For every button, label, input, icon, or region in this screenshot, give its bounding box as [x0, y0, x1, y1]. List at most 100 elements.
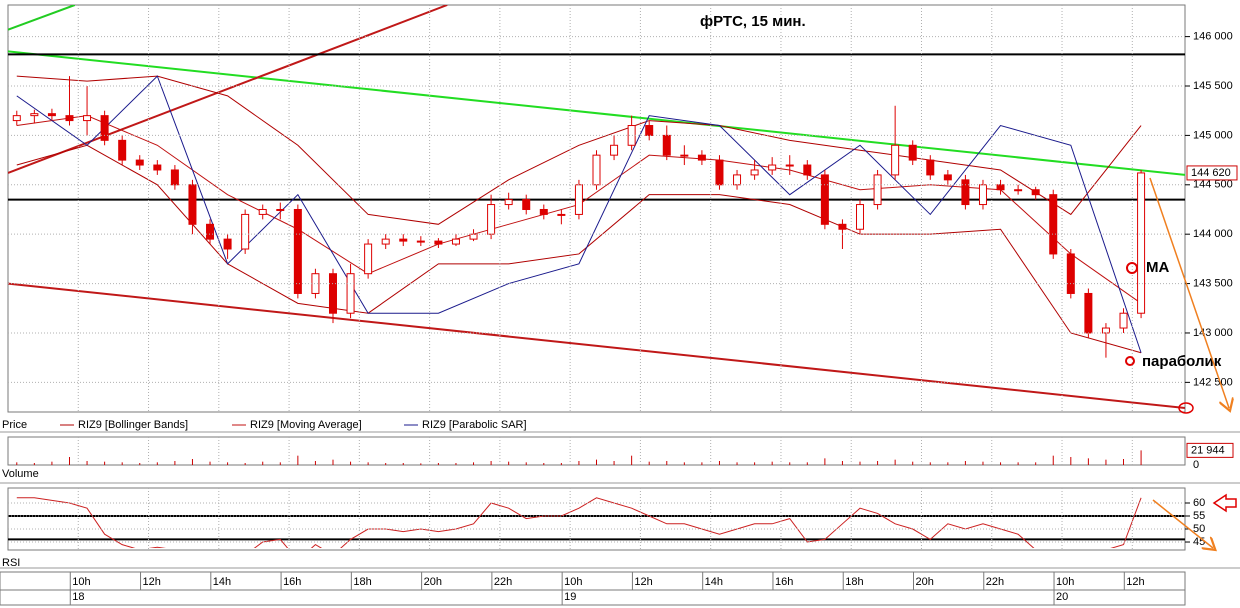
candle-body [838, 223, 847, 230]
date-label: 20 [1056, 591, 1068, 603]
candle-body [258, 208, 267, 215]
candle-body [293, 208, 302, 294]
date-label: 18 [72, 591, 84, 603]
channel-marker [1178, 402, 1194, 414]
candle-body [1101, 327, 1110, 334]
x-tick-label: 12h [634, 576, 652, 588]
candle-body [135, 159, 144, 166]
candle-body [680, 154, 689, 157]
candle-body [364, 243, 373, 275]
candle-body [557, 213, 566, 216]
trend-line [8, 5, 448, 174]
candle-body [891, 144, 900, 176]
indicator-line [16, 144, 1142, 354]
candle-body [978, 184, 987, 206]
trend-line [8, 5, 76, 31]
y-tick-label: 144 500 [1193, 179, 1233, 191]
y-tick-label: 145 000 [1193, 129, 1233, 141]
rsi-tick-label: 60 [1193, 497, 1205, 509]
candle-body [276, 208, 285, 211]
candle-body [1014, 189, 1023, 192]
candle-body [206, 223, 215, 240]
x-tick-label: 14h [705, 576, 723, 588]
candle-body [65, 115, 74, 122]
candle-body [768, 164, 777, 171]
last-volume-box [1186, 442, 1234, 458]
ma-marker [1126, 262, 1138, 274]
candle-body [715, 159, 724, 186]
candle-body [610, 144, 619, 156]
sar-marker [1125, 356, 1135, 366]
volume-tick-label: 0 [1193, 459, 1199, 471]
candle-body [118, 139, 127, 161]
rsi-line [16, 497, 1142, 548]
candle-body [873, 174, 882, 206]
price-panel [7, 4, 1186, 413]
candle-body [399, 238, 408, 242]
forecast-arrow [1149, 177, 1229, 408]
candle-body [908, 144, 917, 161]
candle-body [785, 164, 794, 167]
candle-body [469, 233, 478, 240]
last-price-label: 144 620 [1191, 167, 1231, 179]
x-tick-label: 22h [494, 576, 512, 588]
y-tick-label: 143 000 [1193, 327, 1233, 339]
candle-body [1137, 172, 1146, 314]
x-tick-label: 16h [283, 576, 301, 588]
candle-body [820, 174, 829, 225]
candle-body [416, 240, 425, 243]
candle-body [856, 204, 865, 230]
candle-body [803, 164, 812, 176]
candle-body [328, 273, 337, 314]
candle-body [100, 115, 109, 141]
candle-body [12, 115, 21, 122]
x-tick-label: 18h [845, 576, 863, 588]
candle-body [188, 184, 197, 225]
x-tick-label: 12h [143, 576, 161, 588]
candle-body [522, 199, 531, 210]
x-tick-label: 20h [424, 576, 442, 588]
candle-body [47, 113, 56, 117]
candle-body [241, 213, 250, 250]
last-price-box [1186, 165, 1238, 181]
candle-body [539, 208, 548, 215]
candle-body [961, 179, 970, 206]
x-tick-label: 22h [986, 576, 1004, 588]
x-tick-label: 18h [353, 576, 371, 588]
trend-line [8, 50, 1185, 176]
candle-body [381, 238, 390, 245]
candle-body [592, 154, 601, 186]
candle-body [733, 174, 742, 186]
y-tick-label: 145 500 [1193, 80, 1233, 92]
y-tick-label: 143 500 [1193, 277, 1233, 289]
candle-body [996, 184, 1005, 191]
trend-line [8, 282, 1185, 410]
candle-body [1066, 253, 1075, 294]
candle-body [1119, 312, 1128, 329]
candle-body [504, 199, 513, 206]
candle-body [645, 125, 654, 136]
y-tick-label: 142 500 [1193, 376, 1233, 388]
last-volume-label: 21 944 [1191, 444, 1225, 456]
forecast-arrow [1152, 499, 1213, 548]
legend-label: RIZ9 [Parabolic SAR] [422, 419, 527, 431]
candle-body [346, 273, 355, 314]
x-tick-label: 10h [564, 576, 582, 588]
legend-price: Price [2, 419, 27, 431]
x-tick-label: 20h [915, 576, 933, 588]
candle-body [434, 240, 443, 245]
candle-body [574, 184, 583, 215]
level-arrow [1212, 493, 1237, 513]
candle-body [750, 169, 759, 176]
candle-body [451, 238, 460, 245]
candle-body [170, 169, 179, 186]
annotation: параболик [1142, 353, 1222, 370]
candle-body [1031, 189, 1040, 196]
candle-body [697, 154, 706, 161]
x-tick-label: 12h [1126, 576, 1144, 588]
candle-body [223, 238, 232, 250]
x-tick-label: 14h [213, 576, 231, 588]
candle-body [1049, 194, 1058, 255]
date-axis [0, 589, 1186, 606]
